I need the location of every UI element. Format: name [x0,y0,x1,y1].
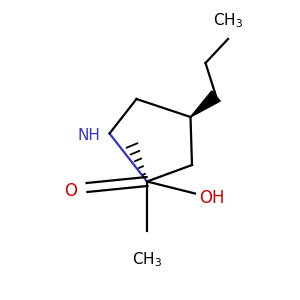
Text: CH$_3$: CH$_3$ [213,12,243,30]
Polygon shape [190,91,220,117]
Text: O: O [64,182,78,200]
Text: CH$_3$: CH$_3$ [132,250,162,269]
Text: NH: NH [78,128,101,143]
Text: OH: OH [200,189,225,207]
